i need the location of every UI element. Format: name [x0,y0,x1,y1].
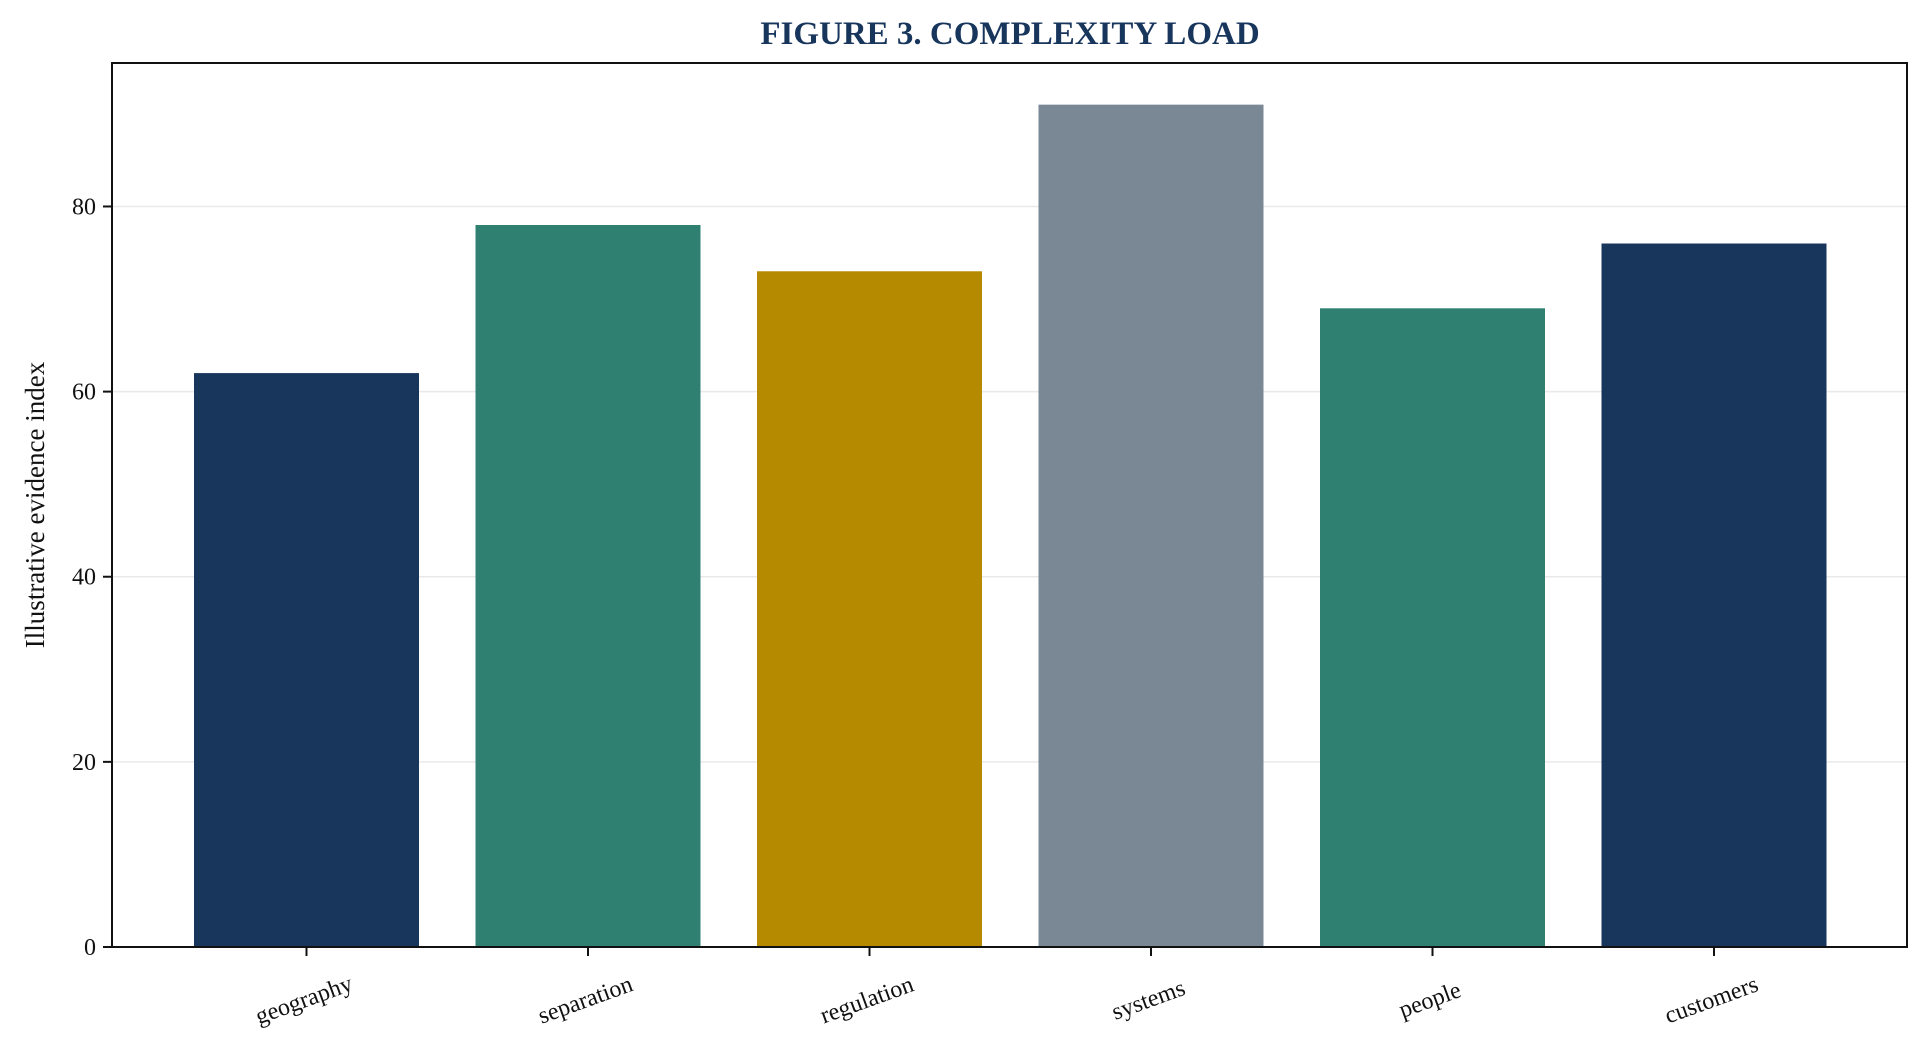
y-tick-label: 60 [72,380,96,406]
x-tick-label-customers: customers [1661,972,1761,1030]
bar-systems [1038,104,1264,948]
y-tick-label: 80 [72,194,96,220]
bar-geography [194,373,419,947]
bars [194,104,1827,948]
x-tick-label-geography: geography [252,971,356,1030]
y-axis-label: Illustrative evidence index [20,361,50,648]
bar-customers [1601,243,1827,947]
y-tick-label: 20 [72,750,96,776]
chart-title: FIGURE 3. COMPLEXITY LOAD [760,16,1259,52]
bar-people [1320,308,1545,947]
y-tick-label: 0 [84,935,96,961]
x-tick-label-systems: systems [1108,975,1188,1025]
y-tick-label: 40 [72,565,96,591]
x-tick-label-separation: separation [535,971,637,1029]
plot-frame [111,62,1908,948]
x-tick-label-people: people [1396,977,1465,1023]
bar-regulation [757,271,982,948]
x-tick-label-regulation: regulation [817,972,917,1030]
bar-separation [475,224,701,948]
